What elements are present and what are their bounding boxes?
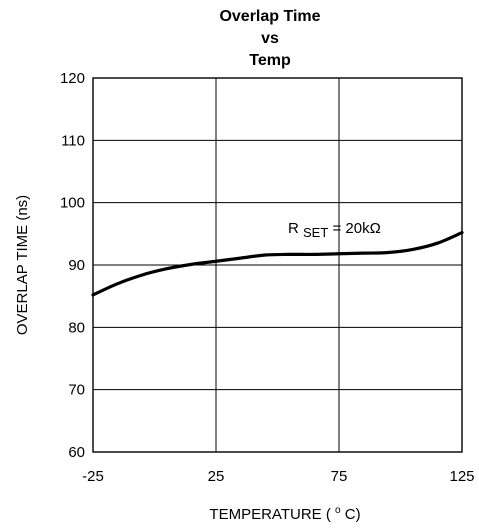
x-tick-label: 125 bbox=[449, 468, 474, 485]
y-tick-label: 60 bbox=[68, 444, 85, 461]
x-axis-label-unit: C) bbox=[345, 506, 361, 523]
chart-title-line-2: vs bbox=[261, 30, 279, 47]
x-tick-label: -25 bbox=[82, 468, 104, 485]
y-tick-label: 90 bbox=[68, 257, 85, 274]
x-axis-label-text: TEMPERATURE ( bbox=[209, 506, 330, 523]
x-axis-label: TEMPERATURE ( o C) bbox=[209, 500, 360, 523]
rset-annotation-prefix: R bbox=[288, 220, 299, 237]
rset-annotation-subscript: SET bbox=[303, 225, 328, 240]
x-tick-label: 25 bbox=[208, 468, 225, 485]
series-line bbox=[91, 230, 464, 297]
rset-annotation-value: = 20kΩ bbox=[332, 220, 380, 237]
x-tick-label: 75 bbox=[331, 468, 348, 485]
y-tick-label: 120 bbox=[60, 70, 85, 87]
gridlines bbox=[93, 78, 462, 452]
y-tick-label: 80 bbox=[68, 319, 85, 336]
plot-frame bbox=[92, 77, 463, 453]
y-tick-label: 110 bbox=[61, 132, 85, 149]
y-tick-label: 70 bbox=[68, 382, 85, 399]
y-tick-label: 100 bbox=[60, 195, 85, 212]
x-axis-label-degree: o bbox=[335, 505, 341, 516]
y-axis-label: OVERLAP TIME (ns) bbox=[14, 195, 31, 335]
chart-title-line-3: Temp bbox=[249, 52, 291, 69]
y-tick-labels: 60 70 80 90 100 110 120 bbox=[60, 70, 85, 461]
x-tick-labels: -25 25 75 125 bbox=[82, 468, 474, 485]
rset-annotation: R SET = 20kΩ bbox=[288, 220, 381, 241]
chart-title-line-1: Overlap Time bbox=[219, 8, 320, 25]
